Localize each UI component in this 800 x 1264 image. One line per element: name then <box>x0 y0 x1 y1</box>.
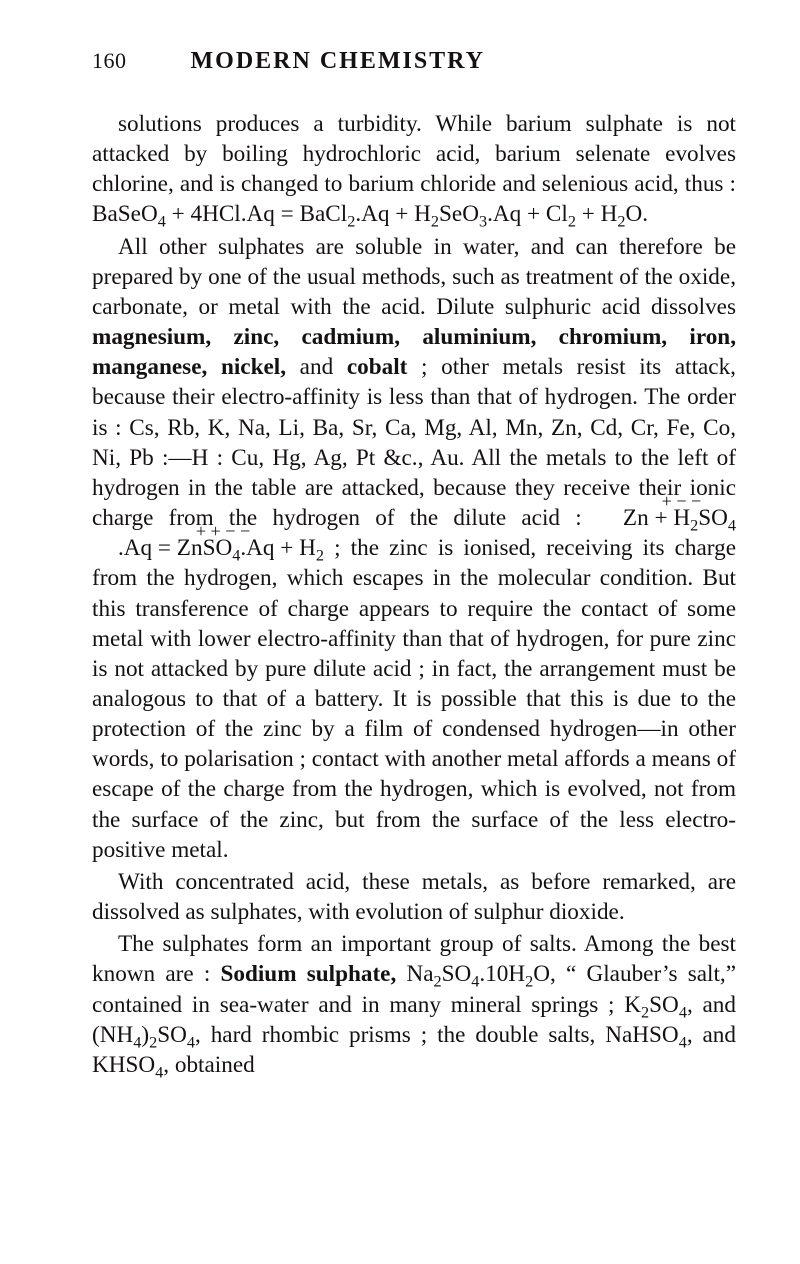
ionic-rhs: + + − −.Aq = ZnSO4.Aq + H2 <box>92 533 324 563</box>
sub: 2 <box>568 213 576 231</box>
p1-run-d: SeO <box>439 201 479 227</box>
ionic-lhs: + − −Zn + H2SO4 <box>597 503 736 533</box>
paragraph-3: With concentrated acid, these metals, as… <box>92 867 736 927</box>
ionic-signs: + − − <box>599 490 738 514</box>
paragraph-4: The sulphates form an important group of… <box>92 929 736 1080</box>
paragraph-2: All other sulphates are soluble in water… <box>92 232 736 865</box>
p4-bold: Sodium sulphate, <box>220 961 396 987</box>
sub: 2 <box>316 547 324 565</box>
sub: 3 <box>479 213 487 231</box>
sub: 2 <box>434 973 442 991</box>
sub: 4 <box>158 213 166 231</box>
p1-run-b: + 4HCl.Aq = BaCl <box>166 201 347 227</box>
sub: 4 <box>728 517 736 535</box>
paragraph-1: solutions produces a turbidity. While ba… <box>92 109 736 230</box>
sub: 4 <box>679 1033 687 1051</box>
p4-run-i: SO <box>157 1022 187 1048</box>
page-number: 160 <box>92 48 127 74</box>
p1-run-f: + H <box>576 201 617 227</box>
ionic-signs: + + − − <box>94 520 326 544</box>
sub: 4 <box>679 1003 687 1021</box>
p4-run-j: , hard rhombic prisms ; the double salts… <box>195 1022 679 1048</box>
p2-bold-2: cobalt <box>347 354 408 380</box>
p1-run-g: O. <box>625 201 648 227</box>
p2-run-b: and <box>286 354 347 380</box>
p4-run-l: , obtained <box>163 1052 254 1078</box>
p4-run-f: SO <box>649 992 679 1018</box>
p4-run-h: ) <box>141 1022 149 1048</box>
page: 160 MODERN CHEMISTRY solutions produces … <box>0 0 800 1122</box>
p4-run-b: Na <box>396 961 433 987</box>
running-head: 160 MODERN CHEMISTRY <box>92 48 736 75</box>
p1-run-e: .Aq + Cl <box>487 201 568 227</box>
sub: 2 <box>641 1003 649 1021</box>
p2-run-a: All other sulphates are soluble in water… <box>92 234 736 320</box>
p2-run-d: ; the zinc is ionised, receiving its cha… <box>92 535 736 863</box>
sub: 4 <box>187 1033 195 1051</box>
sub: 2 <box>149 1033 157 1051</box>
sub: 2 <box>431 213 439 231</box>
sub: 2 <box>690 517 698 535</box>
book-title: MODERN CHEMISTRY <box>191 48 486 75</box>
p4-run-c: SO <box>442 961 472 987</box>
p1-run-c: .Aq + H <box>355 201 431 227</box>
p4-run-d: .10H <box>479 961 525 987</box>
p3-run: With concentrated acid, these metals, as… <box>92 869 736 925</box>
